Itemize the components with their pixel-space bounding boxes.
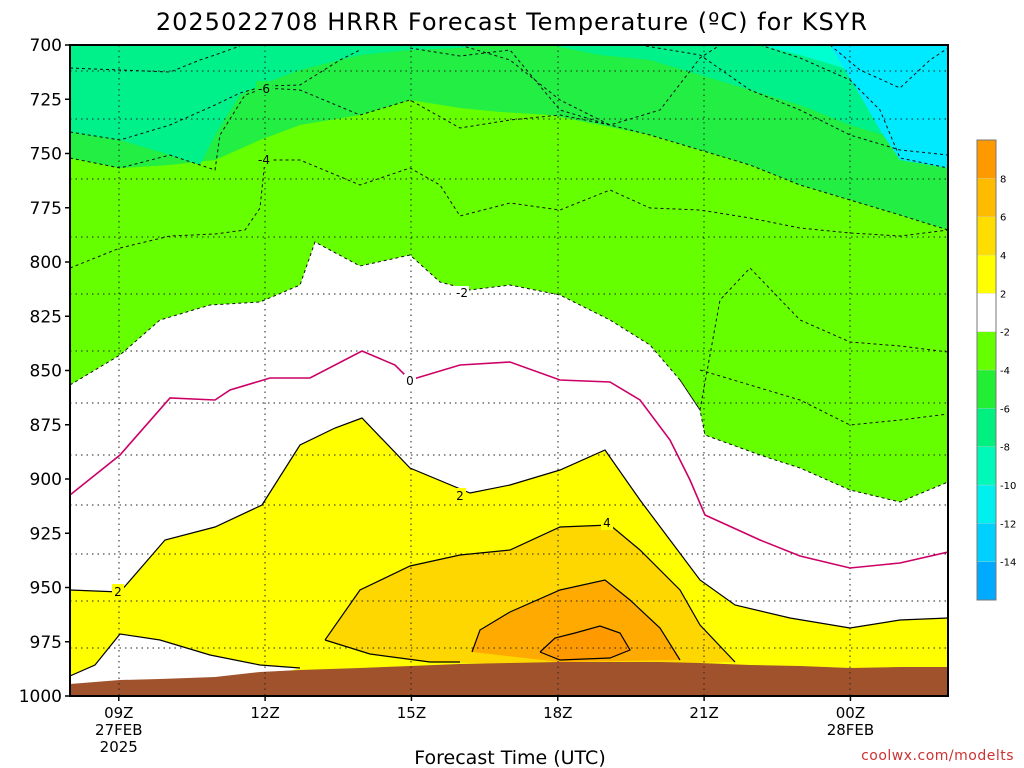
contour-label-neg6: -6 bbox=[258, 82, 270, 96]
x-tick-label: 00Z bbox=[836, 704, 865, 722]
colorbar-label: 8 bbox=[1000, 174, 1006, 185]
colorbar-bin bbox=[976, 408, 997, 447]
colorbar-label: -8 bbox=[1000, 443, 1010, 454]
credit-text: coolwx.com/modelts bbox=[861, 748, 1014, 764]
x-tick-label: 28FEB bbox=[827, 721, 874, 739]
y-tick-label: 900 bbox=[30, 470, 62, 490]
y-tick-label: 800 bbox=[30, 253, 62, 273]
y-tick-label: 775 bbox=[30, 199, 62, 219]
region-bright-green bbox=[70, 45, 948, 230]
y-tick-label: 975 bbox=[30, 633, 62, 653]
colorbar-label: -14 bbox=[1000, 558, 1016, 569]
colorbar-bin bbox=[976, 178, 997, 217]
colorbar-bin bbox=[976, 254, 997, 294]
colorbar-bin bbox=[976, 216, 997, 256]
negative-contours bbox=[70, 45, 948, 503]
y-tick-label: 700 bbox=[30, 36, 62, 56]
colorbar: -14 -12 -10 -8 -6 -4 -2 2 4 6 8 bbox=[976, 139, 1016, 601]
colorbar-label: -6 bbox=[1000, 404, 1010, 415]
positive-contours bbox=[70, 417, 948, 677]
colorbar-bin bbox=[976, 331, 997, 371]
y-tick-label: 750 bbox=[30, 145, 62, 165]
x-axis-label: Forecast Time (UTC) bbox=[414, 747, 605, 768]
colorbar-label: -4 bbox=[1000, 366, 1010, 377]
region-cyan bbox=[830, 45, 948, 168]
contour-label-2-left: 2 bbox=[114, 585, 122, 599]
contour-label-4: 4 bbox=[603, 516, 611, 530]
colorbar-label: -12 bbox=[1000, 519, 1016, 530]
y-tick-label: 950 bbox=[30, 579, 62, 599]
y-tick-label: 725 bbox=[30, 90, 62, 110]
colorbar-bin bbox=[976, 369, 997, 409]
x-tick-label: 27FEB bbox=[95, 721, 142, 739]
x-tick-label: 09Z bbox=[104, 704, 133, 722]
contour-label-2-mid: 2 bbox=[456, 489, 464, 503]
chart-title: 2025022708 HRRR Forecast Temperature (ºC… bbox=[156, 8, 868, 36]
colorbar-bin bbox=[976, 446, 997, 486]
contour-labels: -6 -4 -2 0 2 4 2 bbox=[112, 81, 613, 599]
contour-label-neg4: -4 bbox=[258, 153, 270, 167]
colorbar-bin bbox=[976, 523, 997, 562]
region-cold-teal bbox=[430, 45, 948, 100]
grid bbox=[70, 45, 948, 696]
colorbar-bin bbox=[976, 484, 997, 524]
contour-label-neg2: -2 bbox=[456, 286, 468, 300]
colorbar-label: -10 bbox=[1000, 481, 1016, 492]
region-white-surface bbox=[70, 634, 300, 686]
colorbar-bin bbox=[976, 561, 997, 601]
plot-area: -6 -4 -2 0 2 4 2 bbox=[70, 45, 948, 696]
x-tick-label: 18Z bbox=[543, 704, 572, 722]
y-tick-label: 825 bbox=[30, 307, 62, 327]
region-dark-orange bbox=[540, 626, 630, 660]
colorbar-bin bbox=[976, 139, 997, 179]
colorbar-frame bbox=[976, 139, 997, 601]
colorbar-label: 6 bbox=[1000, 213, 1006, 224]
region-green bbox=[70, 45, 948, 165]
region-yellow bbox=[70, 418, 948, 676]
contour-label-zero: 0 bbox=[406, 374, 414, 388]
y-tick-label: 1000 bbox=[19, 687, 62, 707]
colorbar-label: -2 bbox=[1000, 328, 1010, 339]
x-tick-label: 12Z bbox=[250, 704, 279, 722]
x-tick-label: 21Z bbox=[689, 704, 718, 722]
y-tick-label: 925 bbox=[30, 524, 62, 544]
x-tick-label: 15Z bbox=[397, 704, 426, 722]
zero-contour bbox=[70, 350, 948, 569]
colorbar-label: 4 bbox=[1000, 251, 1006, 262]
colorbar-label: 2 bbox=[1000, 289, 1006, 300]
region-terrain bbox=[70, 662, 948, 696]
y-tick-label: 850 bbox=[30, 362, 62, 382]
y-tick-label: 875 bbox=[30, 416, 62, 436]
x-tick-label: 2025 bbox=[100, 738, 138, 756]
y-axis: 700 725 750 775 800 825 850 875 900 925 950 975 1000 bbox=[19, 36, 70, 707]
region-orange bbox=[472, 580, 680, 662]
colorbar-bin bbox=[976, 293, 997, 332]
